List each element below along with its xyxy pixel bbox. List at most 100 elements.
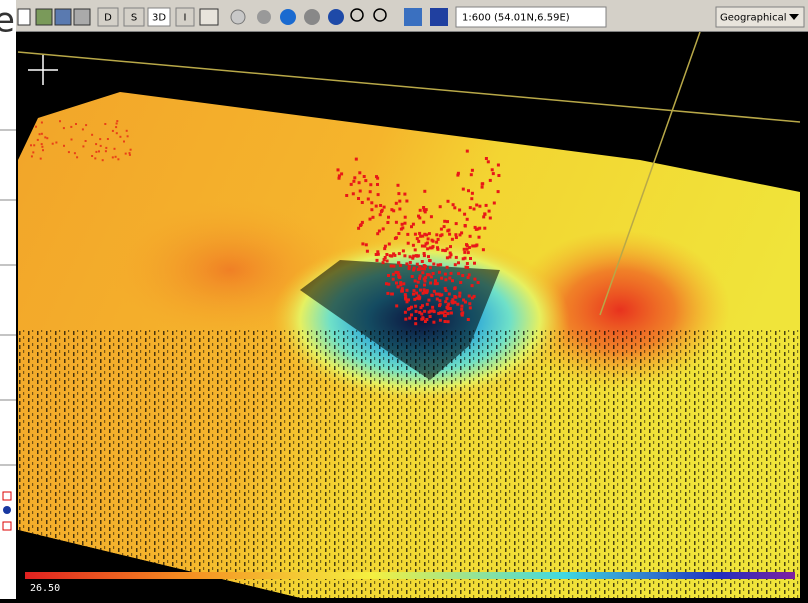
point <box>390 254 394 258</box>
point <box>413 279 417 283</box>
point <box>387 242 391 246</box>
point <box>465 247 469 251</box>
point <box>445 306 449 309</box>
bg-icon <box>2 521 12 531</box>
point <box>376 183 379 186</box>
point <box>422 267 426 271</box>
point <box>401 249 405 253</box>
point <box>446 304 450 308</box>
icon-button[interactable] <box>73 8 91 26</box>
icon-button[interactable] <box>54 8 72 26</box>
icon-button[interactable] <box>35 8 53 26</box>
point <box>473 261 476 265</box>
point <box>436 263 440 267</box>
point <box>412 254 416 258</box>
point <box>417 294 421 298</box>
point <box>415 284 418 288</box>
point <box>405 288 409 292</box>
point <box>392 264 396 268</box>
icon-button[interactable] <box>257 10 271 24</box>
point <box>468 306 472 310</box>
point <box>406 241 410 245</box>
point <box>475 243 479 247</box>
point <box>376 232 380 236</box>
point <box>465 149 469 153</box>
point <box>467 273 471 277</box>
point <box>463 250 467 254</box>
point <box>400 287 404 291</box>
point <box>394 236 398 240</box>
point <box>435 240 439 244</box>
point <box>405 199 409 203</box>
point <box>456 173 460 177</box>
point <box>468 302 472 306</box>
point <box>451 298 455 302</box>
toggle-button[interactable] <box>97 7 119 27</box>
point <box>421 291 425 295</box>
point <box>379 210 383 213</box>
point <box>461 257 465 261</box>
icon-button[interactable] <box>280 9 296 25</box>
point <box>403 310 407 314</box>
dropdown-arrow[interactable] <box>789 14 799 20</box>
point <box>425 318 429 321</box>
icon-button[interactable] <box>17 8 31 26</box>
point <box>443 286 447 290</box>
point <box>408 316 412 320</box>
icon-button[interactable] <box>430 8 448 26</box>
icon-button[interactable] <box>350 8 364 22</box>
point <box>471 244 475 248</box>
point <box>63 144 65 147</box>
point <box>46 137 49 140</box>
point <box>497 174 501 177</box>
point <box>418 276 421 280</box>
point <box>424 275 428 279</box>
point <box>468 234 472 238</box>
icon-button[interactable] <box>373 8 387 22</box>
toggle-button[interactable] <box>175 7 195 27</box>
point <box>42 149 44 152</box>
point <box>426 273 430 277</box>
icon-button[interactable] <box>328 9 344 25</box>
point <box>422 208 426 212</box>
point <box>394 220 398 224</box>
point <box>422 264 426 267</box>
point <box>115 132 118 135</box>
icon-button[interactable] <box>304 9 320 25</box>
point <box>410 275 414 278</box>
point <box>428 315 432 318</box>
point <box>395 281 398 285</box>
point <box>456 171 460 175</box>
point <box>33 144 36 147</box>
point <box>435 233 439 237</box>
projection-dropdown[interactable] <box>715 6 805 28</box>
point <box>436 247 440 251</box>
point <box>395 304 399 308</box>
icon-button[interactable] <box>404 8 422 26</box>
point <box>414 254 418 258</box>
icon-button[interactable] <box>199 8 219 26</box>
toggle-button[interactable] <box>147 7 171 27</box>
point <box>416 254 420 258</box>
point <box>437 311 441 315</box>
point <box>423 279 427 283</box>
point <box>428 246 432 250</box>
icon-button[interactable] <box>230 9 246 25</box>
point <box>378 213 382 217</box>
point <box>482 215 486 219</box>
point <box>397 273 401 276</box>
point <box>463 256 467 260</box>
point <box>423 232 427 236</box>
point <box>420 260 424 263</box>
point <box>429 275 433 279</box>
point <box>415 262 419 266</box>
toggle-label: D <box>104 13 112 24</box>
point <box>404 317 408 321</box>
point <box>425 302 429 306</box>
toggle-button[interactable] <box>123 7 145 27</box>
point <box>424 291 428 295</box>
point <box>76 156 79 159</box>
point <box>111 156 114 159</box>
point <box>390 208 394 212</box>
point <box>420 312 424 316</box>
